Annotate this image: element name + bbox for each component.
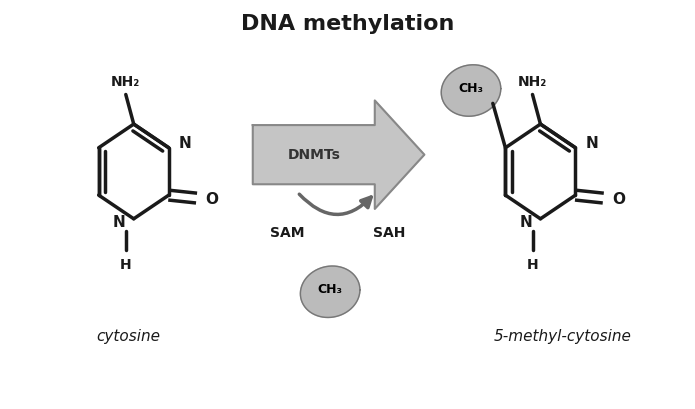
Text: O: O [612,191,626,206]
Text: O: O [206,191,218,206]
Text: N: N [113,215,126,230]
Polygon shape [441,65,501,117]
Text: SAH: SAH [373,225,406,239]
FancyArrowPatch shape [300,195,371,215]
Text: CH₃: CH₃ [318,283,343,296]
Text: 5-methyl-cytosine: 5-methyl-cytosine [493,328,631,343]
Text: H: H [527,258,539,272]
Text: N: N [179,136,191,151]
Polygon shape [253,101,425,209]
Text: DNA methylation: DNA methylation [240,14,455,34]
Text: CH₃: CH₃ [459,82,484,95]
Text: NH₂: NH₂ [111,74,140,88]
Text: H: H [120,258,131,272]
Text: cytosine: cytosine [97,328,161,343]
Text: N: N [520,215,532,230]
Text: SAM: SAM [270,225,304,239]
Polygon shape [300,266,360,318]
Text: NH₂: NH₂ [518,74,547,88]
Text: DNMTs: DNMTs [287,147,341,161]
Text: N: N [585,136,598,151]
